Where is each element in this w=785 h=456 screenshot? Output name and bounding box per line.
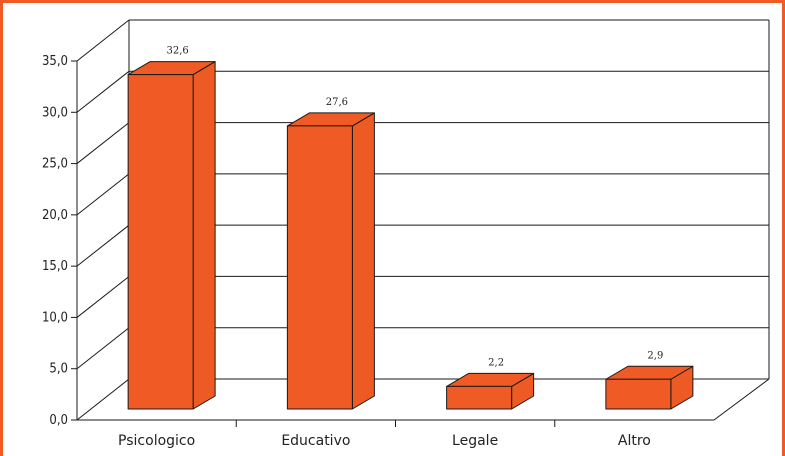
gridline-depth — [76, 224, 130, 267]
bar-data-label: 2,2 — [488, 357, 504, 368]
gridline-depth — [76, 327, 130, 370]
bar — [605, 365, 694, 410]
y-tick-label: 20,0 — [42, 208, 68, 223]
y-tick-label: 30,0 — [42, 105, 68, 120]
bar — [446, 372, 535, 410]
bar-data-label: 32,6 — [166, 46, 188, 57]
y-tick-label: 0,0 — [49, 413, 68, 428]
y-tick-label: 35,0 — [42, 54, 68, 69]
y-tick-label: 10,0 — [42, 310, 68, 325]
bar — [286, 112, 375, 410]
y-tick-label: 5,0 — [49, 362, 68, 377]
y-tick-label: 15,0 — [42, 259, 68, 274]
y-tick-label: 25,0 — [42, 157, 68, 172]
bar-front-face — [286, 125, 353, 410]
bar-front-face — [605, 378, 672, 410]
x-category-label: Psicologico — [118, 433, 195, 449]
bar — [127, 61, 216, 410]
gridline-depth — [76, 19, 130, 62]
gridline-depth — [76, 122, 130, 164]
gridline-depth — [76, 70, 130, 113]
bar-side-face — [351, 112, 375, 410]
x-category-label: Altro — [618, 433, 651, 449]
gridline-depth — [76, 378, 130, 421]
x-category-label: Legale — [452, 433, 498, 449]
bar-data-label: 2,9 — [647, 350, 663, 361]
bar-front-face — [127, 74, 194, 410]
gridline-depth — [76, 173, 130, 216]
bar-front-face — [446, 385, 513, 410]
grid-layer — [71, 19, 770, 427]
bar-data-label: 27,6 — [326, 97, 348, 108]
labels-layer: 0,0 5,0 10,0 15,0 20,0 25,0 30,0 35,0 Psicologic… — [42, 46, 663, 449]
gridline-depth — [76, 276, 130, 318]
x-category-label: Educativo — [281, 433, 350, 449]
bar-side-face — [192, 61, 216, 410]
bars-layer — [127, 61, 694, 410]
floor-right-edge — [713, 378, 770, 421]
